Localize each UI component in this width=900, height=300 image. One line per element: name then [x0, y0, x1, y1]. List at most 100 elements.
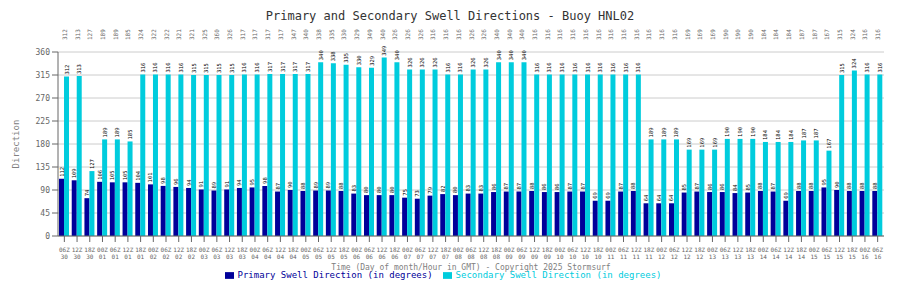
- svg-text:00Z07: 00Z07: [402, 246, 413, 260]
- svg-text:105: 105: [122, 170, 128, 180]
- svg-text:169: 169: [699, 138, 705, 148]
- svg-text:184: 184: [788, 129, 794, 140]
- svg-text:00Z08: 00Z08: [453, 246, 464, 260]
- svg-text:360: 360: [213, 29, 220, 40]
- svg-text:330: 330: [356, 55, 362, 65]
- svg-text:87: 87: [770, 183, 776, 190]
- svg-text:316: 316: [658, 29, 665, 40]
- svg-text:317: 317: [280, 62, 286, 72]
- svg-text:109: 109: [71, 168, 77, 178]
- svg-text:87: 87: [503, 183, 509, 190]
- svg-text:86: 86: [491, 183, 497, 190]
- svg-text:360: 360: [36, 48, 51, 57]
- svg-text:00Z04: 00Z04: [250, 246, 261, 260]
- svg-text:324: 324: [849, 29, 856, 40]
- svg-text:87: 87: [516, 183, 522, 190]
- svg-text:316: 316: [544, 29, 551, 40]
- svg-text:187: 187: [801, 128, 807, 138]
- svg-text:12Z03: 12Z03: [224, 246, 235, 260]
- svg-text:340: 340: [379, 29, 386, 40]
- svg-text:Time (Day of month/Hour in GMT: Time (Day of month/Hour in GMT) - Copyri…: [331, 263, 611, 272]
- svg-text:12Z30: 12Z30: [72, 246, 83, 260]
- svg-text:340: 340: [318, 50, 324, 60]
- svg-text:101: 101: [147, 172, 153, 182]
- svg-text:324: 324: [137, 29, 144, 40]
- svg-text:316: 316: [178, 63, 184, 73]
- svg-text:86: 86: [541, 183, 547, 190]
- svg-text:335: 335: [343, 53, 349, 63]
- svg-text:18Z02: 18Z02: [186, 246, 197, 260]
- svg-text:64: 64: [643, 194, 649, 201]
- svg-text:316: 316: [595, 29, 602, 40]
- svg-text:316: 316: [569, 29, 576, 40]
- svg-text:225: 225: [36, 117, 51, 126]
- svg-text:18Z05: 18Z05: [339, 246, 350, 260]
- svg-text:326: 326: [407, 57, 413, 67]
- svg-text:00Z14: 00Z14: [758, 246, 769, 260]
- svg-text:112: 112: [59, 167, 65, 177]
- svg-text:313: 313: [76, 64, 82, 74]
- svg-text:80: 80: [452, 186, 458, 193]
- svg-text:335: 335: [328, 29, 335, 40]
- svg-text:316: 316: [531, 29, 538, 40]
- svg-text:80: 80: [389, 186, 395, 193]
- svg-text:189: 189: [102, 127, 108, 137]
- svg-text:316: 316: [864, 63, 870, 73]
- svg-text:317: 317: [277, 29, 284, 40]
- svg-text:317: 317: [264, 29, 271, 40]
- svg-text:00Z05: 00Z05: [300, 246, 311, 260]
- svg-text:69: 69: [592, 192, 598, 199]
- svg-text:169: 169: [686, 138, 692, 148]
- svg-text:88: 88: [529, 182, 535, 189]
- svg-text:340: 340: [518, 29, 525, 40]
- svg-text:18Z01: 18Z01: [135, 246, 146, 260]
- svg-text:83: 83: [478, 185, 484, 192]
- svg-text:315: 315: [839, 63, 845, 73]
- svg-text:185: 185: [127, 130, 133, 140]
- svg-text:06Z10: 06Z10: [567, 246, 578, 260]
- svg-text:80: 80: [364, 186, 370, 193]
- svg-text:06Z08: 06Z08: [466, 246, 477, 260]
- svg-text:316: 316: [442, 29, 449, 40]
- svg-text:105: 105: [109, 170, 115, 180]
- svg-text:06Z15: 06Z15: [821, 246, 832, 260]
- svg-text:317: 317: [251, 29, 258, 40]
- svg-text:316: 316: [861, 29, 868, 40]
- svg-text:00Z01: 00Z01: [97, 246, 108, 260]
- svg-text:87: 87: [567, 183, 573, 190]
- svg-text:316: 316: [455, 29, 462, 40]
- svg-text:340: 340: [394, 50, 400, 60]
- svg-text:180: 180: [36, 140, 51, 149]
- svg-text:326: 326: [483, 57, 489, 67]
- svg-text:169: 169: [709, 29, 716, 40]
- svg-text:316: 316: [582, 29, 589, 40]
- svg-text:135: 135: [36, 163, 51, 172]
- svg-text:80: 80: [376, 186, 382, 193]
- svg-text:187: 187: [798, 29, 805, 40]
- svg-text:87: 87: [275, 183, 281, 190]
- svg-text:95: 95: [821, 179, 827, 186]
- svg-text:18Z15: 18Z15: [847, 246, 858, 260]
- svg-text:169: 169: [684, 29, 691, 40]
- svg-text:91: 91: [224, 181, 230, 188]
- svg-text:322: 322: [150, 29, 157, 40]
- svg-text:98: 98: [160, 177, 166, 184]
- svg-text:316: 316: [633, 29, 640, 40]
- svg-text:0: 0: [45, 232, 50, 241]
- svg-text:69: 69: [783, 192, 789, 199]
- svg-text:316: 316: [445, 63, 451, 73]
- svg-text:184: 184: [760, 29, 767, 40]
- svg-text:316: 316: [140, 63, 146, 73]
- svg-text:06Z05: 06Z05: [313, 246, 324, 260]
- svg-text:12Z08: 12Z08: [478, 246, 489, 260]
- svg-text:12Z13: 12Z13: [732, 246, 743, 260]
- svg-text:Direction: Direction: [11, 120, 21, 169]
- svg-text:340: 340: [496, 50, 502, 60]
- svg-text:169: 169: [712, 138, 718, 148]
- svg-text:349: 349: [381, 46, 387, 56]
- svg-text:340: 340: [521, 50, 527, 60]
- svg-text:316: 316: [597, 63, 603, 73]
- svg-text:184: 184: [785, 29, 792, 40]
- svg-text:12Z09: 12Z09: [529, 246, 540, 260]
- svg-text:06Z14: 06Z14: [771, 246, 782, 260]
